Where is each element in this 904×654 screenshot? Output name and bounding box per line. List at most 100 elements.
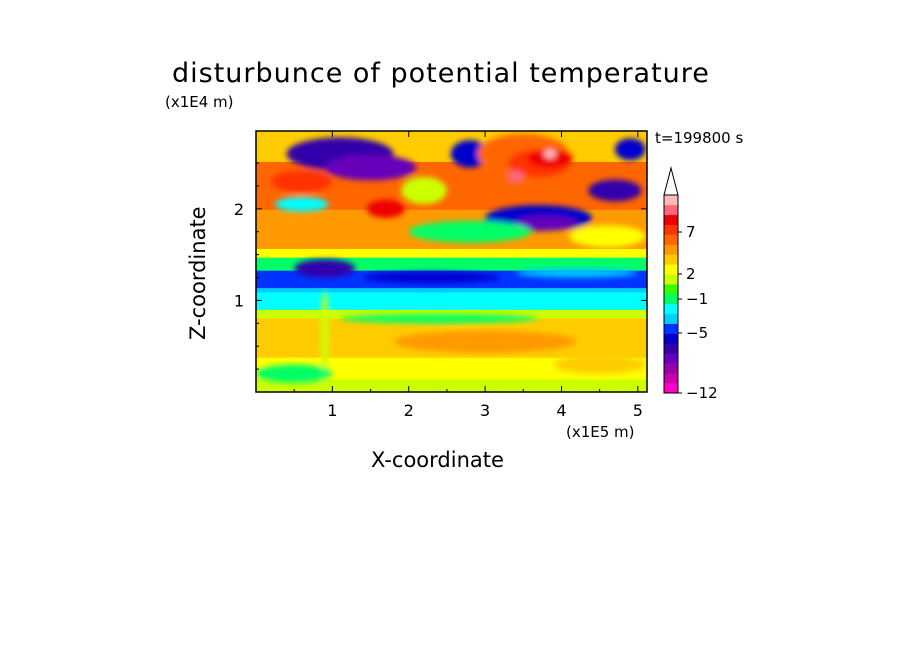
colorbar-swatch <box>664 313 678 324</box>
plot-frame <box>255 130 648 393</box>
field-band <box>256 370 647 376</box>
colorbar-tick-label: 7 <box>686 223 696 241</box>
y-tick-label: 2 <box>234 200 244 219</box>
contour-blob <box>340 314 539 324</box>
contour-blob <box>275 196 329 212</box>
field-band <box>256 383 647 389</box>
field-band <box>256 170 647 175</box>
contour-blob <box>271 170 333 193</box>
field-band <box>256 352 647 358</box>
colorbar-swatch <box>664 195 678 206</box>
field-band <box>256 248 647 254</box>
field-band <box>256 326 647 332</box>
field-band <box>256 161 647 167</box>
field-band <box>256 157 647 162</box>
contour-field <box>256 131 647 392</box>
contour-blob <box>506 170 525 184</box>
colorbar-extend-arrow <box>663 166 679 196</box>
colorbar-swatch <box>664 264 678 275</box>
field-band <box>256 139 647 145</box>
contour-blob <box>401 176 447 205</box>
colorbar-swatch <box>664 254 678 265</box>
colorbar-swatch <box>664 353 678 364</box>
colorbar: 7 2 −1 −5 −12 <box>663 166 718 402</box>
contour-blob <box>408 220 531 243</box>
field-band <box>256 131 647 136</box>
contour-blob <box>527 149 573 168</box>
field-band <box>256 144 647 149</box>
contour-blob <box>256 364 333 383</box>
colorbar-tick-label: −1 <box>686 290 708 308</box>
colorbar-swatch <box>664 383 678 394</box>
chart-title: disturbunce of potential temperature <box>172 58 710 89</box>
colorbar-swatch <box>664 373 678 384</box>
y-tick-label: 1 <box>234 291 244 310</box>
contour-blob <box>324 154 417 181</box>
x-tick-label: 3 <box>480 401 490 420</box>
x-tick-label: 2 <box>404 401 414 420</box>
field-band <box>256 387 647 392</box>
field-band <box>256 322 647 328</box>
contour-blob <box>515 216 577 229</box>
field-band <box>256 296 647 302</box>
field-band <box>256 191 647 197</box>
field-band <box>256 174 647 180</box>
field-band <box>256 244 647 249</box>
contour-blob <box>515 268 638 278</box>
colorbar-swatch <box>664 323 678 334</box>
y-axis: 12 <box>234 162 647 370</box>
field-band <box>256 252 647 258</box>
field-band <box>256 218 647 223</box>
field-band <box>256 204 647 210</box>
colorbar-swatch <box>664 333 678 344</box>
colorbar-swatch <box>664 363 678 374</box>
field-band <box>256 283 647 289</box>
contour-blob <box>553 355 646 374</box>
field-band <box>256 213 647 219</box>
field-band <box>256 165 647 171</box>
field-band <box>256 261 647 267</box>
contour-blob <box>320 291 329 383</box>
colorbar-swatch <box>664 343 678 354</box>
colorbar-swatch <box>664 303 678 315</box>
colorbar-swatch <box>664 214 678 225</box>
colorbar-swatch <box>664 284 678 295</box>
colorbar-swatch <box>664 244 678 255</box>
contour-blob <box>362 272 501 284</box>
contour-blob <box>366 199 405 218</box>
field-band <box>256 357 647 363</box>
contour-blob <box>393 330 577 353</box>
field-band <box>256 200 647 206</box>
contour-blob <box>294 259 356 278</box>
field-band <box>256 365 647 371</box>
x-axis-label: X-coordinate <box>371 448 504 472</box>
colorbar-swatch <box>664 274 678 285</box>
field-band <box>256 361 647 367</box>
colorbar-tick-label: −12 <box>686 384 718 402</box>
field-band <box>256 183 647 189</box>
x-tick-label: 5 <box>633 401 643 420</box>
time-label: t=199800 s <box>655 129 744 147</box>
contour-blobs <box>256 133 646 383</box>
colorbar-tick-label: −5 <box>686 324 708 342</box>
field-band <box>256 265 647 271</box>
field-band <box>256 374 647 380</box>
contour-blob <box>569 225 646 248</box>
field-band <box>256 305 647 310</box>
colorbar-swatch <box>664 204 678 216</box>
field-band <box>256 257 647 262</box>
x-tick-label: 4 <box>556 401 566 420</box>
x-axis: 1 2 3 4 5 <box>293 131 643 420</box>
x-axis-unit: (x1E5 m) <box>566 423 635 441</box>
colorbar-swatch <box>664 234 678 245</box>
colorbar-swatch <box>664 294 678 305</box>
colorbar-swatch <box>664 224 678 235</box>
colorbar-tick-label: 2 <box>686 265 696 283</box>
field-band <box>256 378 647 384</box>
field-band <box>256 178 647 184</box>
contour-blob <box>543 149 557 159</box>
y-axis-unit: (x1E4 m) <box>165 93 234 111</box>
x-tick-label: 1 <box>327 401 337 420</box>
